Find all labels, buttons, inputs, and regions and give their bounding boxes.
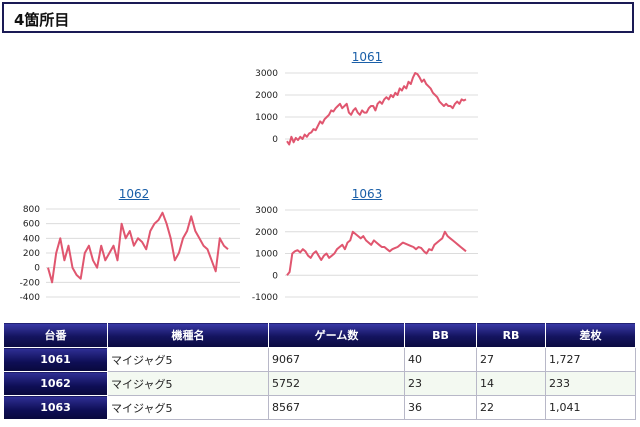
machine-number-cell: 1063	[3, 395, 108, 420]
column-header: 機種名	[107, 322, 269, 348]
rb-cell: 22	[476, 395, 546, 420]
column-header: ゲーム数	[268, 322, 405, 348]
model-name-cell: マイジャグ5	[107, 371, 269, 396]
difference-cell: 1,041	[545, 395, 636, 420]
model-name-cell: マイジャグ5	[107, 347, 269, 372]
model-name-cell: マイジャグ5	[107, 395, 269, 420]
rb-cell: 14	[476, 371, 546, 396]
game-count-cell: 8567	[268, 395, 405, 420]
y-tick-label: 1000	[255, 113, 278, 123]
chart-title-link[interactable]: 1061	[351, 50, 383, 64]
y-tick-label: 400	[23, 234, 40, 244]
bb-cell: 40	[404, 347, 477, 372]
series-line	[286, 230, 467, 276]
y-tick-label: 1000	[255, 250, 278, 260]
y-tick-label: -400	[20, 293, 41, 303]
series-line	[47, 211, 229, 284]
bb-cell: 36	[404, 395, 477, 420]
table-row: 1061 マイジャグ5 9067 40 27 1,727	[3, 347, 636, 372]
page-header: 4箇所目	[2, 2, 634, 33]
column-header: BB	[404, 322, 477, 348]
y-tick-label: 2000	[255, 91, 278, 101]
difference-cell: 233	[545, 371, 636, 396]
y-tick-label: 0	[272, 271, 278, 281]
machine-number-cell: 1061	[3, 347, 108, 372]
machine-number-cell: 1062	[3, 371, 108, 396]
table-header-row: 台番 機種名 ゲーム数 BB RB 差枚	[3, 322, 636, 348]
y-tick-label: 3000	[255, 69, 278, 79]
difference-cell: 1,727	[545, 347, 636, 372]
column-header: RB	[476, 322, 546, 348]
bb-cell: 23	[404, 371, 477, 396]
game-count-cell: 5752	[268, 371, 405, 396]
chart-title-link[interactable]: 1062	[118, 187, 150, 201]
table-row: 1063 マイジャグ5 8567 36 22 1,041	[3, 395, 636, 420]
y-tick-label: 0	[272, 135, 278, 145]
chart-title-link[interactable]: 1063	[351, 187, 383, 201]
page-title: 4箇所目	[14, 11, 70, 29]
machine-table: 台番 機種名 ゲーム数 BB RB 差枚 1061 マイジャグ5 9067 40…	[3, 322, 636, 420]
y-tick-label: 800	[23, 205, 40, 215]
y-tick-label: -1000	[252, 293, 278, 303]
rb-cell: 27	[476, 347, 546, 372]
column-header: 台番	[3, 322, 108, 348]
column-header: 差枚	[545, 322, 636, 348]
y-tick-label: 3000	[255, 206, 278, 216]
y-tick-label: 0	[34, 264, 40, 274]
y-tick-label: 600	[23, 220, 40, 230]
series-line	[286, 72, 467, 146]
table-row: 1062 マイジャグ5 5752 23 14 233	[3, 371, 636, 396]
y-tick-label: 200	[23, 249, 40, 259]
y-tick-label: 2000	[255, 228, 278, 238]
y-tick-label: -200	[20, 278, 41, 288]
game-count-cell: 9067	[268, 347, 405, 372]
